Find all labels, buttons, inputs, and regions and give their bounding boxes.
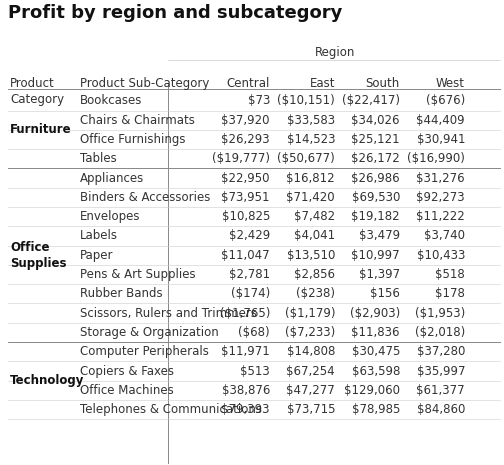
Text: $47,277: $47,277 xyxy=(286,384,335,397)
Text: Copiers & Faxes: Copiers & Faxes xyxy=(80,365,174,378)
Text: $3,479: $3,479 xyxy=(359,229,400,242)
Text: Office
Supplies: Office Supplies xyxy=(10,241,67,270)
Text: $2,856: $2,856 xyxy=(294,268,335,281)
Text: $92,273: $92,273 xyxy=(416,191,465,204)
Text: $34,026: $34,026 xyxy=(351,113,400,126)
Text: South: South xyxy=(366,77,400,90)
Text: ($2,903): ($2,903) xyxy=(350,306,400,319)
Text: Telephones & Communications: Telephones & Communications xyxy=(80,403,262,416)
Text: Tables: Tables xyxy=(80,152,117,165)
Text: ($1,765): ($1,765) xyxy=(220,306,270,319)
Text: $4,041: $4,041 xyxy=(294,229,335,242)
Text: $35,997: $35,997 xyxy=(416,365,465,378)
Text: ($238): ($238) xyxy=(296,287,335,300)
Text: Storage & Organization: Storage & Organization xyxy=(80,326,219,339)
Text: Labels: Labels xyxy=(80,229,118,242)
Text: $26,293: $26,293 xyxy=(221,133,270,146)
Text: Paper: Paper xyxy=(80,249,113,262)
Text: $22,950: $22,950 xyxy=(221,172,270,185)
Text: ($676): ($676) xyxy=(426,94,465,107)
Text: $10,997: $10,997 xyxy=(351,249,400,262)
Text: Profit by region and subcategory: Profit by region and subcategory xyxy=(8,4,342,22)
Text: Computer Peripherals: Computer Peripherals xyxy=(80,345,209,358)
Text: Scissors, Rulers and Trimmers: Scissors, Rulers and Trimmers xyxy=(80,306,257,319)
Text: Furniture: Furniture xyxy=(10,123,72,136)
Text: ($50,677): ($50,677) xyxy=(277,152,335,165)
Text: ($16,990): ($16,990) xyxy=(407,152,465,165)
Text: $30,941: $30,941 xyxy=(416,133,465,146)
Text: $11,222: $11,222 xyxy=(416,210,465,223)
Text: $7,482: $7,482 xyxy=(294,210,335,223)
Text: Bookcases: Bookcases xyxy=(80,94,142,107)
Text: $78,985: $78,985 xyxy=(352,403,400,416)
Text: Technology: Technology xyxy=(10,374,84,387)
Text: ($10,151): ($10,151) xyxy=(277,94,335,107)
Text: Envelopes: Envelopes xyxy=(80,210,141,223)
Text: ($2,018): ($2,018) xyxy=(415,326,465,339)
Text: $156: $156 xyxy=(370,287,400,300)
Text: Product Sub-Category: Product Sub-Category xyxy=(80,77,209,90)
Text: Rubber Bands: Rubber Bands xyxy=(80,287,163,300)
Text: $26,172: $26,172 xyxy=(351,152,400,165)
Text: Appliances: Appliances xyxy=(80,172,144,185)
Text: $518: $518 xyxy=(435,268,465,281)
Text: Chairs & Chairmats: Chairs & Chairmats xyxy=(80,113,195,126)
Text: $71,420: $71,420 xyxy=(286,191,335,204)
Text: $178: $178 xyxy=(435,287,465,300)
Text: $69,530: $69,530 xyxy=(352,191,400,204)
Text: Pens & Art Supplies: Pens & Art Supplies xyxy=(80,268,196,281)
Text: Central: Central xyxy=(227,77,270,90)
Text: $37,920: $37,920 xyxy=(221,113,270,126)
Text: ($19,777): ($19,777) xyxy=(212,152,270,165)
Text: $10,825: $10,825 xyxy=(222,210,270,223)
Text: Region: Region xyxy=(315,46,355,60)
Text: $14,523: $14,523 xyxy=(286,133,335,146)
Text: West: West xyxy=(436,77,465,90)
Text: $129,060: $129,060 xyxy=(344,384,400,397)
Text: $11,836: $11,836 xyxy=(351,326,400,339)
Text: ($1,953): ($1,953) xyxy=(415,306,465,319)
Text: $30,475: $30,475 xyxy=(352,345,400,358)
Text: $10,433: $10,433 xyxy=(417,249,465,262)
Text: ($22,417): ($22,417) xyxy=(342,94,400,107)
Text: $1,397: $1,397 xyxy=(359,268,400,281)
Text: ($7,233): ($7,233) xyxy=(285,326,335,339)
Text: $14,808: $14,808 xyxy=(287,345,335,358)
Text: Office Machines: Office Machines xyxy=(80,384,174,397)
Text: $11,047: $11,047 xyxy=(221,249,270,262)
Text: $84,860: $84,860 xyxy=(417,403,465,416)
Text: $63,598: $63,598 xyxy=(352,365,400,378)
Text: $38,876: $38,876 xyxy=(222,384,270,397)
Text: East: East xyxy=(309,77,335,90)
Text: $73: $73 xyxy=(247,94,270,107)
Text: ($68): ($68) xyxy=(238,326,270,339)
Text: $67,254: $67,254 xyxy=(286,365,335,378)
Text: Office Furnishings: Office Furnishings xyxy=(80,133,185,146)
Text: $13,510: $13,510 xyxy=(287,249,335,262)
Text: $44,409: $44,409 xyxy=(416,113,465,126)
Text: $73,951: $73,951 xyxy=(221,191,270,204)
Text: $31,276: $31,276 xyxy=(416,172,465,185)
Text: $19,182: $19,182 xyxy=(351,210,400,223)
Text: $33,583: $33,583 xyxy=(287,113,335,126)
Text: Product
Category: Product Category xyxy=(10,77,64,106)
Text: ($174): ($174) xyxy=(231,287,270,300)
Text: $79,393: $79,393 xyxy=(221,403,270,416)
Text: $2,781: $2,781 xyxy=(229,268,270,281)
Text: $25,121: $25,121 xyxy=(351,133,400,146)
Text: $26,986: $26,986 xyxy=(351,172,400,185)
Text: ($1,179): ($1,179) xyxy=(284,306,335,319)
Text: $513: $513 xyxy=(240,365,270,378)
Text: $37,280: $37,280 xyxy=(417,345,465,358)
Text: $2,429: $2,429 xyxy=(229,229,270,242)
Text: $3,740: $3,740 xyxy=(424,229,465,242)
Text: $73,715: $73,715 xyxy=(286,403,335,416)
Text: $61,377: $61,377 xyxy=(416,384,465,397)
Text: $16,812: $16,812 xyxy=(286,172,335,185)
Text: Binders & Accessories: Binders & Accessories xyxy=(80,191,210,204)
Text: $11,971: $11,971 xyxy=(221,345,270,358)
